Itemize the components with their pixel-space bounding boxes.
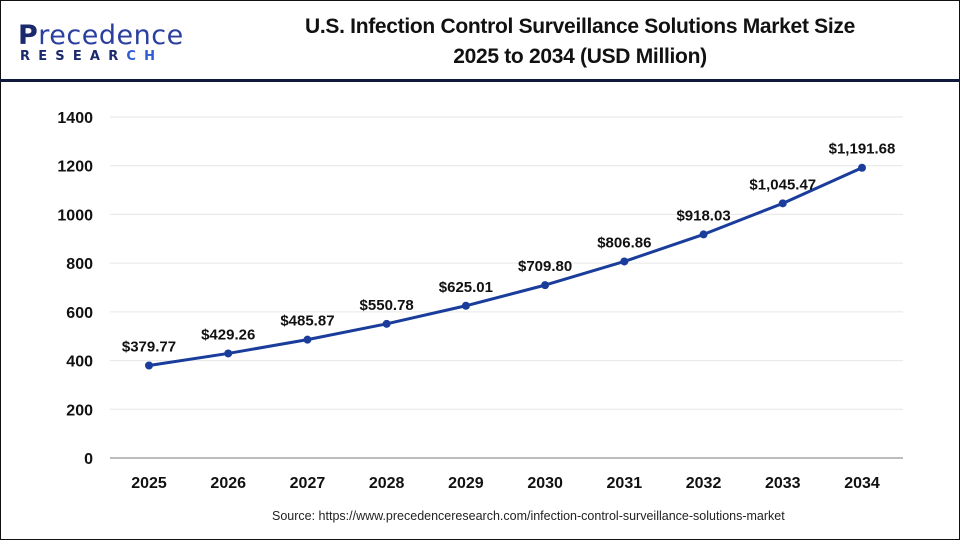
data-point: [778, 199, 787, 208]
logo-subtext-main: RESEAR: [20, 49, 127, 64]
header-divider: [0, 79, 960, 82]
y-tick-label: 400: [66, 354, 93, 371]
data-point: [461, 301, 470, 310]
logo-top-text: recedence: [38, 20, 184, 51]
data-label: $1,045.47: [749, 176, 816, 193]
y-tick-label: 800: [66, 256, 93, 273]
data-point: [858, 163, 866, 172]
x-tick-label: 2025: [131, 475, 167, 492]
chart-title-line1: U.S. Infection Control Surveillance Solu…: [304, 15, 855, 38]
y-tick-label: 1000: [57, 207, 93, 224]
data-label: $379.77: [122, 338, 176, 355]
source-note: Source: https://www.precedenceresearch.c…: [272, 509, 785, 523]
data-point: [620, 257, 629, 266]
data-label: $625.01: [439, 279, 493, 296]
logo-wordmark: Precedence: [18, 20, 184, 51]
data-point: [224, 349, 233, 358]
x-tick-label: 2027: [290, 475, 326, 492]
logo-p: P: [18, 20, 39, 51]
x-tick-label: 2028: [369, 475, 405, 492]
x-tick-label: 2034: [844, 475, 880, 492]
series-line: [148, 166, 863, 367]
y-tick-label: 200: [66, 402, 93, 419]
data-point: [303, 335, 312, 344]
x-tick-label: 2032: [686, 475, 722, 492]
y-axis-ticks: 0 200 400 600 800 1000 1200 1400: [57, 110, 93, 468]
data-point: [541, 281, 550, 290]
x-axis-ticks: 2025 2026 2027 2028 2029 2030 2031 2032 2033 2034: [131, 475, 880, 492]
y-tick-label: 0: [84, 451, 93, 468]
header: Precedence RESEARCH U.S. Infection Contr…: [0, 0, 960, 79]
data-label: $709.80: [518, 258, 572, 275]
gridlines: [110, 116, 903, 459]
data-point: [699, 230, 708, 239]
x-tick-label: 2030: [527, 475, 563, 492]
data-labels: $379.77 $429.26 $485.87 $550.78 $625.01 $709.…: [122, 141, 895, 356]
chart-title: U.S. Infection Control Surveillance Solu…: [200, 12, 960, 72]
data-label: $806.86: [597, 234, 651, 251]
data-label: $550.78: [360, 297, 414, 314]
logo-subtext-accent: CH: [126, 49, 164, 64]
x-tick-label: 2033: [765, 475, 801, 492]
y-tick-label: 1400: [57, 110, 93, 127]
data-label: $429.26: [201, 326, 255, 343]
x-tick-label: 2029: [448, 475, 484, 492]
x-tick-label: 2031: [607, 475, 643, 492]
data-label: $1,191.68: [829, 141, 896, 158]
logo-subtext: RESEARCH: [20, 49, 163, 64]
data-point: [145, 361, 153, 370]
chart-title-line2: 2025 to 2034 (USD Million): [453, 45, 707, 68]
data-point: [382, 319, 391, 328]
y-tick-label: 1200: [57, 159, 93, 176]
y-tick-label: 600: [66, 305, 93, 322]
data-label: $918.03: [676, 207, 730, 224]
x-tick-label: 2026: [210, 475, 246, 492]
series: [145, 163, 866, 370]
data-label: $485.87: [280, 313, 334, 330]
precedence-research-logo: Precedence RESEARCH: [18, 20, 183, 64]
